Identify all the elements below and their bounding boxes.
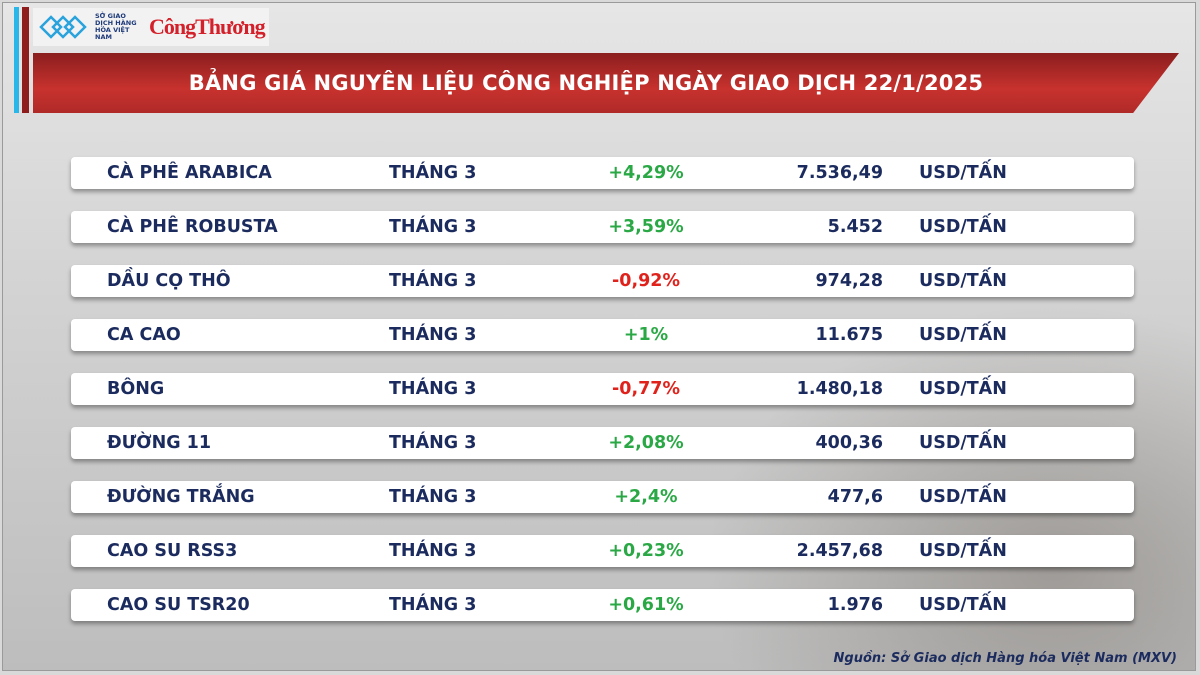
unit: USD/TẤN bbox=[919, 595, 1007, 615]
table-row: CA CAO THÁNG 3 +1% 11.675 USD/TẤN bbox=[71, 319, 1134, 351]
commodity-name: CA CAO bbox=[107, 325, 181, 345]
contract-month: THÁNG 3 bbox=[389, 379, 477, 399]
accent-stripe bbox=[14, 7, 19, 113]
commodity-name: CAO SU TSR20 bbox=[107, 595, 250, 615]
contract-month: THÁNG 3 bbox=[389, 595, 477, 615]
commodity-name: CÀ PHÊ ROBUSTA bbox=[107, 217, 278, 237]
contract-month: THÁNG 3 bbox=[389, 433, 477, 453]
change-percent: +2,08% bbox=[608, 433, 684, 453]
change-percent: -0,77% bbox=[612, 379, 680, 399]
table-row: CÀ PHÊ ROBUSTA THÁNG 3 +3,59% 5.452 USD/… bbox=[71, 211, 1134, 243]
change-percent: +3,59% bbox=[608, 217, 684, 237]
unit: USD/TẤN bbox=[919, 325, 1007, 345]
price: 1.480,18 bbox=[796, 379, 883, 399]
commodity-name: BÔNG bbox=[107, 379, 165, 399]
title-banner: BẢNG GIÁ NGUYÊN LIỆU CÔNG NGHIỆP NGÀY GI… bbox=[33, 53, 1179, 113]
change-percent: -0,92% bbox=[612, 271, 680, 291]
source-note: Nguồn: Sở Giao dịch Hàng hóa Việt Nam (M… bbox=[833, 651, 1177, 666]
unit: USD/TẤN bbox=[919, 487, 1007, 507]
commodity-name: ĐƯỜNG TRẮNG bbox=[107, 487, 255, 507]
table-row: ĐƯỜNG TRẮNG THÁNG 3 +2,4% 477,6 USD/TẤN bbox=[71, 481, 1134, 513]
table-row: CAO SU TSR20 THÁNG 3 +0,61% 1.976 USD/TẤ… bbox=[71, 589, 1134, 621]
unit: USD/TẤN bbox=[919, 217, 1007, 237]
price: 7.536,49 bbox=[796, 163, 883, 183]
price: 477,6 bbox=[827, 487, 883, 507]
commodity-name: ĐƯỜNG 11 bbox=[107, 433, 212, 453]
unit: USD/TẤN bbox=[919, 433, 1007, 453]
table-row: CÀ PHÊ ARABICA THÁNG 3 +4,29% 7.536,49 U… bbox=[71, 157, 1134, 189]
contract-month: THÁNG 3 bbox=[389, 271, 477, 291]
mxv-logo-text: SỞ GIAO DỊCH HÀNG HÓA VIỆT NAM bbox=[95, 12, 137, 41]
change-percent: +0,23% bbox=[608, 541, 684, 561]
table-row: BÔNG THÁNG 3 -0,77% 1.480,18 USD/TẤN bbox=[71, 373, 1134, 405]
commodity-name: CÀ PHÊ ARABICA bbox=[107, 163, 272, 183]
accent-stripe bbox=[22, 7, 29, 113]
table-row: DẦU CỌ THÔ THÁNG 3 -0,92% 974,28 USD/TẤN bbox=[71, 265, 1134, 297]
unit: USD/TẤN bbox=[919, 271, 1007, 291]
commodity-name: CAO SU RSS3 bbox=[107, 541, 238, 561]
contract-month: THÁNG 3 bbox=[389, 487, 477, 507]
page-title: BẢNG GIÁ NGUYÊN LIỆU CÔNG NGHIỆP NGÀY GI… bbox=[188, 71, 984, 95]
change-percent: +4,29% bbox=[608, 163, 684, 183]
logo-bar: SỞ GIAO DỊCH HÀNG HÓA VIỆT NAM CôngThươn… bbox=[33, 8, 269, 46]
change-percent: +1% bbox=[623, 325, 669, 345]
price: 1.976 bbox=[827, 595, 883, 615]
unit: USD/TẤN bbox=[919, 541, 1007, 561]
change-percent: +0,61% bbox=[608, 595, 684, 615]
price: 974,28 bbox=[815, 271, 883, 291]
contract-month: THÁNG 3 bbox=[389, 217, 477, 237]
contract-month: THÁNG 3 bbox=[389, 163, 477, 183]
commodity-name: DẦU CỌ THÔ bbox=[107, 271, 231, 291]
table-row: CAO SU RSS3 THÁNG 3 +0,23% 2.457,68 USD/… bbox=[71, 535, 1134, 567]
price: 2.457,68 bbox=[796, 541, 883, 561]
price: 400,36 bbox=[815, 433, 883, 453]
price: 5.452 bbox=[827, 217, 883, 237]
price: 11.675 bbox=[815, 325, 883, 345]
contract-month: THÁNG 3 bbox=[389, 325, 477, 345]
contract-month: THÁNG 3 bbox=[389, 541, 477, 561]
congthuong-logo: CôngThương bbox=[149, 14, 266, 39]
mxv-logo-icon bbox=[39, 15, 87, 39]
change-percent: +2,4% bbox=[614, 487, 678, 507]
table-row: ĐƯỜNG 11 THÁNG 3 +2,08% 400,36 USD/TẤN bbox=[71, 427, 1134, 459]
unit: USD/TẤN bbox=[919, 379, 1007, 399]
unit: USD/TẤN bbox=[919, 163, 1007, 183]
